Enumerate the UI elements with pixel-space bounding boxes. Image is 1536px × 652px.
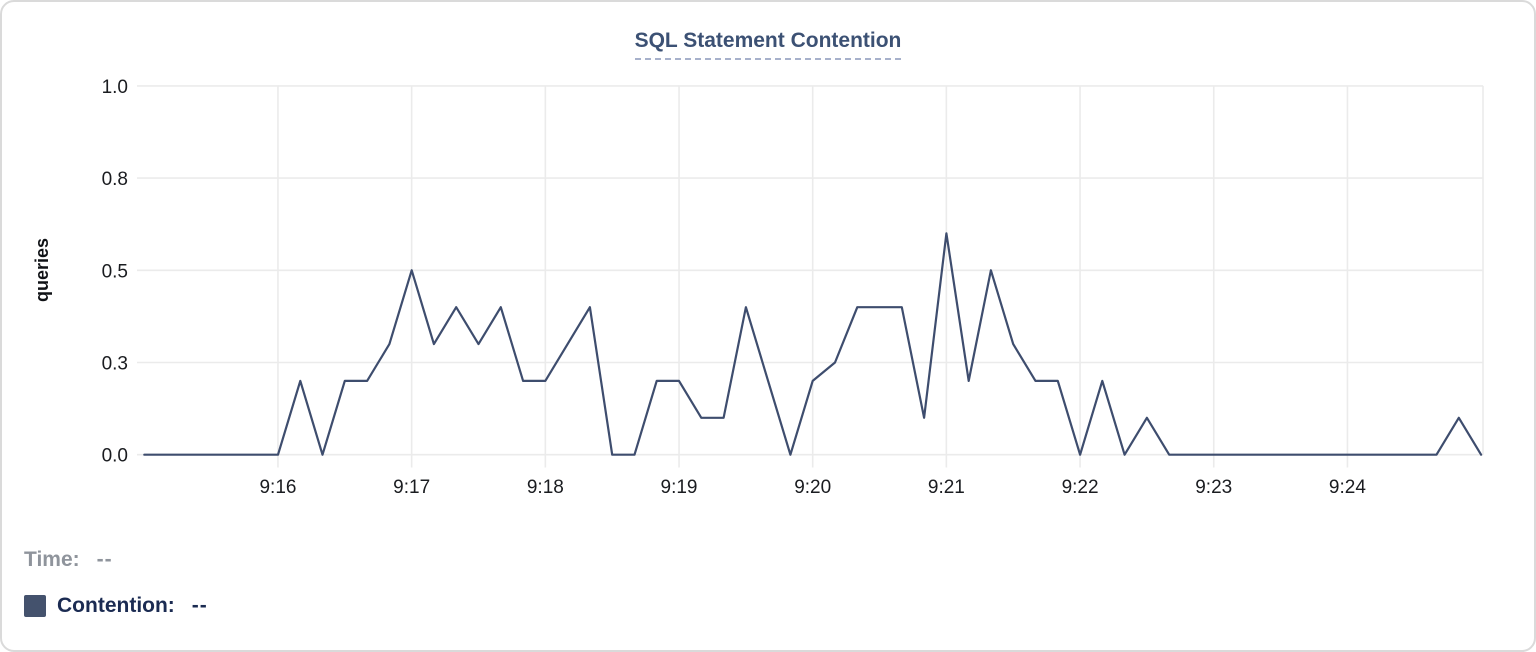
x-tick-label: 9:20 [794,477,831,498]
legend-contention-value: -- [191,594,208,617]
axis-tick-labels: 0.0 0.3 0.5 0.8 1.0 9:16 9:17 9:18 9:19 9:20 9:21 9… [102,77,1367,498]
x-tick-label: 9:16 [259,477,296,498]
contention-series-swatch [24,595,46,617]
legend-time-value: -- [96,548,113,571]
legend-time-label: Time: [24,548,80,571]
x-tick-label: 9:23 [1195,477,1232,498]
y-tick-label: 0.5 [102,261,128,282]
x-tick-label: 9:21 [928,477,965,498]
y-axis-title: queries [32,238,52,302]
gridlines [137,85,1484,468]
chart-title[interactable]: SQL Statement Contention [634,29,902,60]
series-layer [143,232,1483,456]
x-tick-label: 9:18 [527,477,564,498]
x-tick-label: 9:22 [1062,477,1099,498]
y-tick-label: 0.0 [102,446,128,467]
x-tick-label: 9:17 [393,477,430,498]
legend-contention-item[interactable]: Contention: -- [24,594,208,618]
y-tick-label: 1.0 [102,77,128,98]
y-tick-label: 0.3 [102,354,128,375]
legend-time-row: Time: -- [24,548,208,572]
x-tick-label: 9:19 [661,477,698,498]
x-tick-label: 9:24 [1329,477,1366,498]
chart-header: SQL Statement Contention [2,29,1534,60]
contention-series-line [143,232,1483,456]
y-tick-label: 0.8 [102,169,128,190]
hover-readout-legend: Time: -- Contention: -- [24,548,208,618]
legend-contention-label: Contention: [57,594,175,617]
